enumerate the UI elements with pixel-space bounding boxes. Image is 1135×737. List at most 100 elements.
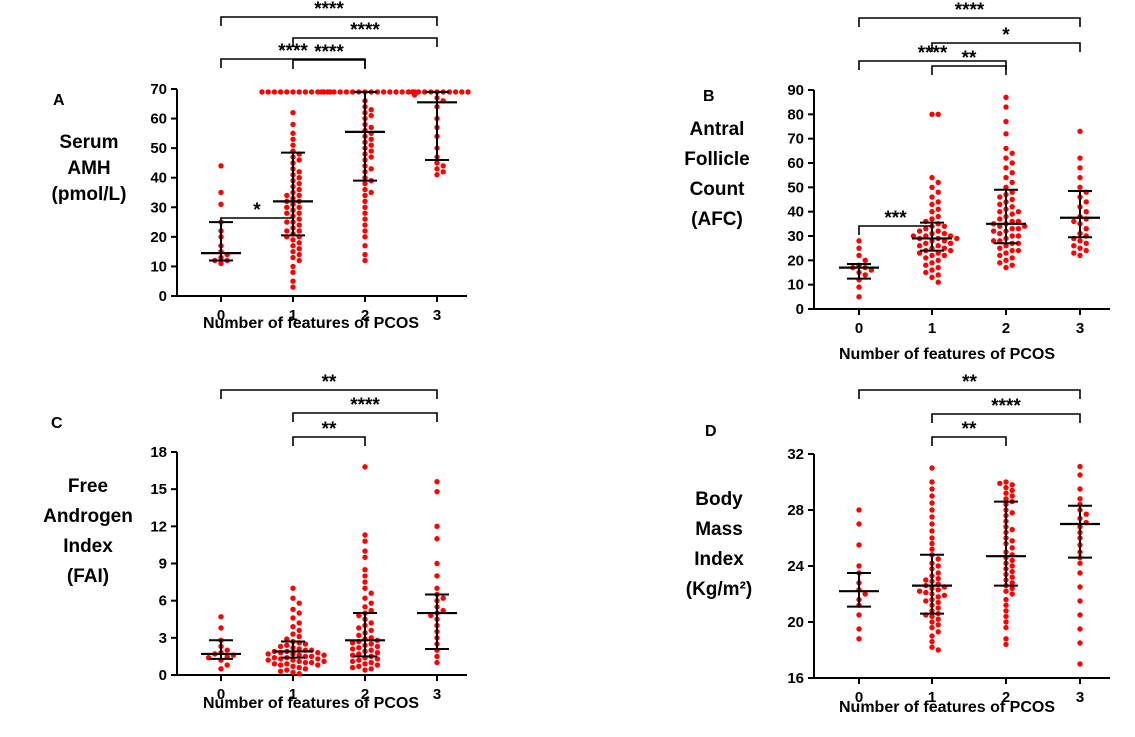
data-point [1077,245,1083,251]
data-point [434,488,440,495]
data-point [362,554,368,561]
data-point [1009,247,1015,254]
data-point [1083,511,1089,517]
y-tick-label: 30 [150,199,167,216]
significance-label: **** [991,396,1021,417]
data-point [1003,588,1009,594]
data-point [290,142,296,148]
data-point [368,659,374,666]
data-point [997,201,1003,208]
data-point [1003,118,1009,125]
data-point [362,464,368,470]
data-point [290,631,296,637]
significance-bracket [931,65,1007,75]
data-point [929,540,935,547]
x-tick-label: 3 [433,307,441,324]
data-point [290,136,296,142]
data-point [368,607,374,614]
y-tick-label: 24 [787,558,804,575]
data-point [290,89,296,95]
data-point [284,642,290,648]
data-point [337,89,343,95]
panel-d: D Body Mass Index (Kg/m²) 16 20 24 28 32 0 1 2 3 Numbe… [686,372,1110,716]
data-point [929,493,935,499]
data-point [290,657,296,663]
data-point [434,653,440,660]
data-point [1077,570,1083,576]
data-point [218,625,224,631]
data-point [296,210,302,216]
y-tick-label: 50 [787,179,804,196]
data-point [271,661,278,667]
data-point [284,192,290,199]
data-point [947,240,954,246]
data-point [1009,591,1015,597]
data-point [290,263,296,270]
data-point [387,89,393,95]
data-point [929,507,935,513]
data-point [368,154,374,160]
data-point [296,157,302,163]
data-point [954,235,960,242]
data-point [362,204,368,210]
data-point [434,585,440,591]
x-tick-label: 1 [928,689,936,706]
significance-label: ** [322,372,337,393]
data-point [284,89,290,95]
data-point [362,243,368,249]
data-point [296,228,302,234]
data-point [1077,165,1083,171]
data-point [1003,596,1009,603]
data-point [290,237,296,243]
data-point [368,647,374,653]
y-tick-label: 3 [159,630,167,647]
data-point [856,284,862,290]
data-point [284,219,290,225]
data-point [935,622,941,628]
data-point [1003,264,1009,271]
data-point [923,589,929,596]
significance-bracket [220,16,438,26]
data-point [296,620,302,626]
data-point [296,89,302,95]
data-point [315,650,321,656]
data-point [1009,179,1015,186]
data-point [296,216,302,222]
data-point [362,210,368,216]
data-point [1009,493,1015,499]
data-point [935,257,941,264]
data-point [929,111,935,118]
data-point [1003,165,1009,171]
data-point [1015,208,1022,215]
data-point [997,260,1003,266]
data-point [290,623,296,630]
x-axis-title: Number of features of PCOS [203,315,419,332]
data-point [929,644,935,650]
data-point [393,89,399,95]
data-point [362,595,368,601]
data-point [929,465,935,471]
data-point [362,548,368,554]
x-axis-title: Number of features of PCOS [839,346,1055,363]
data-point [1071,243,1077,249]
data-point [296,600,302,606]
data-point [997,480,1003,487]
significance-bracket [220,389,438,399]
data-point [923,577,929,583]
data-point [331,89,337,95]
y-tick-label: 70 [150,81,167,98]
data-point [929,267,935,273]
data-point [356,657,362,663]
data-point [421,89,428,95]
data-point [362,186,368,193]
data-point [374,89,381,95]
data-point [1077,238,1083,244]
data-point [368,112,374,119]
data-point [290,109,296,116]
data-point [290,606,296,613]
data-point [1003,490,1009,496]
data-point [1009,563,1015,569]
data-point [325,89,331,95]
data-point [1015,240,1022,246]
data-point [368,107,374,113]
